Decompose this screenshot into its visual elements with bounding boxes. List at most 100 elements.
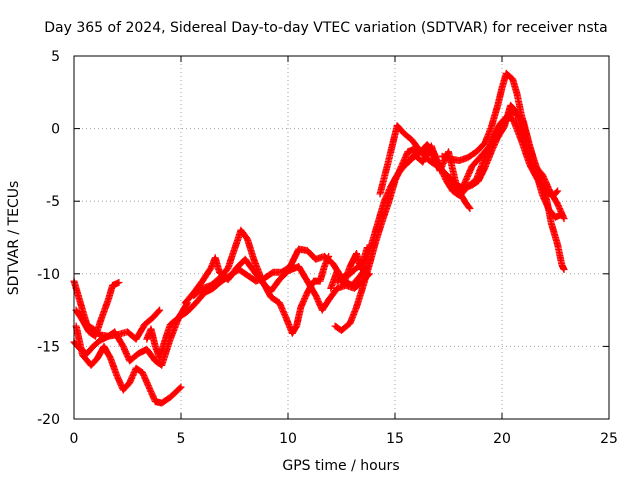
data-point-marks bbox=[119, 342, 133, 363]
data-point-marks bbox=[175, 308, 190, 321]
data-point-mark bbox=[466, 204, 474, 212]
data-point-marks bbox=[267, 293, 282, 306]
data-point-marks bbox=[237, 226, 250, 242]
data-point-marks bbox=[320, 254, 332, 270]
data-point-marks bbox=[303, 278, 317, 297]
data-point-marks bbox=[382, 141, 396, 173]
data-point-marks bbox=[393, 122, 407, 136]
data-point-mark bbox=[560, 265, 568, 273]
data-point-marks bbox=[378, 200, 392, 225]
data-point-marks bbox=[190, 285, 205, 300]
data-point-marks bbox=[445, 148, 461, 191]
data-point-mark bbox=[177, 383, 185, 391]
data-point-mark bbox=[363, 244, 371, 252]
y-tick-label: 5 bbox=[51, 49, 60, 65]
data-point-marks bbox=[489, 122, 503, 141]
data-point-marks bbox=[207, 275, 222, 289]
data-point-marks bbox=[500, 103, 514, 131]
x-axis-label: GPS time / hours bbox=[282, 458, 399, 474]
data-point-marks bbox=[243, 235, 257, 262]
data-point-marks bbox=[475, 165, 488, 185]
data-point-marks bbox=[106, 354, 120, 378]
data-point-marks bbox=[487, 135, 501, 156]
data-point-marks bbox=[132, 364, 145, 376]
y-tick-label: -5 bbox=[46, 194, 60, 210]
data-point-marks bbox=[160, 322, 174, 347]
data-point-marks bbox=[391, 164, 405, 185]
series-track-13 bbox=[327, 244, 371, 292]
data-points bbox=[70, 69, 568, 407]
data-point-marks bbox=[126, 366, 139, 387]
data-point-marks bbox=[297, 290, 311, 311]
data-point-marks bbox=[472, 140, 488, 156]
data-point-marks bbox=[353, 284, 366, 311]
data-point-marks bbox=[481, 125, 495, 147]
data-point-marks bbox=[158, 394, 173, 407]
data-point-marks bbox=[462, 199, 473, 211]
y-tick-label: 0 bbox=[51, 122, 60, 138]
plot-frame bbox=[73, 55, 610, 420]
data-point-marks bbox=[537, 174, 550, 204]
data-point-marks bbox=[462, 164, 475, 185]
data-point-marks bbox=[325, 286, 340, 304]
data-point-marks bbox=[498, 71, 510, 92]
data-point-marks bbox=[509, 75, 521, 96]
data-point-marks bbox=[91, 315, 105, 340]
grid-lines bbox=[74, 56, 609, 419]
data-point-mark bbox=[325, 252, 333, 260]
data-point-marks bbox=[87, 355, 101, 369]
data-point-marks bbox=[365, 239, 379, 269]
data-point-marks bbox=[275, 299, 289, 320]
series-track-7 bbox=[190, 226, 333, 337]
data-point-marks bbox=[442, 177, 456, 194]
x-tick-label: 0 bbox=[70, 431, 79, 447]
data-point-marks bbox=[224, 247, 238, 272]
data-point-marks bbox=[468, 178, 481, 189]
x-tick-label: 15 bbox=[386, 431, 404, 447]
data-point-marks bbox=[316, 264, 328, 285]
data-point-marks bbox=[295, 263, 310, 284]
data-point-marks bbox=[241, 255, 257, 274]
data-point-marks bbox=[507, 101, 520, 116]
data-point-marks bbox=[83, 343, 96, 358]
data-point-marks bbox=[475, 149, 488, 163]
data-point-marks bbox=[517, 110, 531, 143]
data-point-marks bbox=[502, 69, 516, 82]
data-point-marks bbox=[494, 124, 507, 141]
data-point-marks bbox=[513, 109, 527, 140]
data-point-marks bbox=[149, 307, 163, 321]
data-point-marks bbox=[453, 184, 469, 205]
data-point-marks bbox=[376, 167, 390, 198]
data-point-marks bbox=[166, 314, 182, 329]
data-point-marks bbox=[494, 85, 506, 109]
data-point-marks bbox=[275, 268, 291, 284]
data-point-marks bbox=[530, 157, 544, 180]
data-point-marks bbox=[166, 384, 184, 401]
x-tick-label: 5 bbox=[177, 431, 186, 447]
series-track-12 bbox=[402, 142, 474, 212]
series-track-4 bbox=[72, 322, 185, 407]
data-point-marks bbox=[98, 297, 112, 321]
data-point-marks bbox=[183, 300, 199, 316]
data-point-marks bbox=[104, 283, 116, 304]
data-point-marks bbox=[79, 316, 92, 335]
data-point-marks bbox=[113, 371, 127, 392]
data-point-marks bbox=[340, 264, 353, 288]
data-point-marks bbox=[211, 254, 223, 275]
data-point-marks bbox=[141, 314, 156, 329]
data-point-marks bbox=[216, 265, 231, 282]
x-tick-label: 20 bbox=[493, 431, 511, 447]
data-point-marks bbox=[481, 149, 495, 172]
data-point-marks bbox=[288, 323, 300, 337]
x-tick-label: 10 bbox=[279, 431, 297, 447]
data-point-mark bbox=[558, 210, 566, 218]
data-point-marks bbox=[258, 277, 274, 300]
tick-labels: 0 5 10 15 20 25 -20 -15 -10 -5 0 5 bbox=[37, 49, 618, 447]
data-point-marks bbox=[126, 351, 141, 365]
data-point-marks bbox=[374, 199, 388, 227]
data-point-marks bbox=[513, 90, 525, 116]
data-point-marks bbox=[545, 186, 561, 207]
data-point-marks bbox=[147, 325, 159, 349]
